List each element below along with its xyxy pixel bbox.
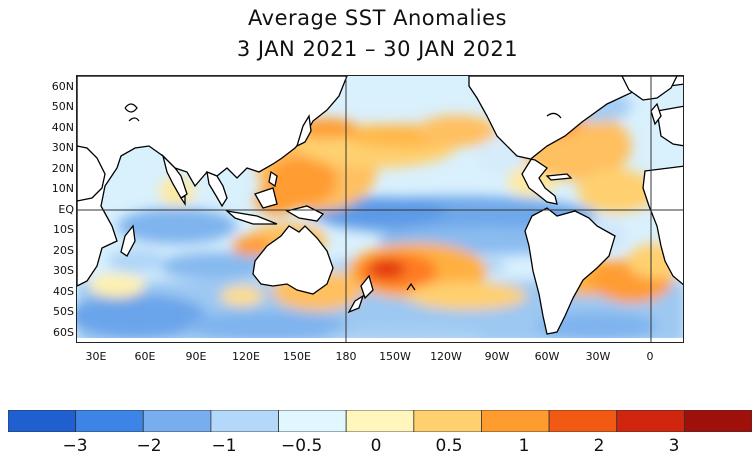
lat-label-40n: 40N: [51, 121, 74, 134]
map-gridlines: [77, 76, 683, 342]
land-masses: [77, 76, 683, 342]
lon-label-60e: 60E: [134, 350, 156, 363]
lat-label-20s: 20S: [53, 244, 74, 257]
colorbar-label-neg0-5: −0.5: [281, 436, 323, 456]
colorbar-legend: [8, 410, 752, 432]
lon-label-150e: 150E: [283, 350, 311, 363]
colorbar-label-2: 2: [593, 436, 605, 456]
colorbar-label-3: 3: [668, 436, 680, 456]
sst-anomaly-field: [77, 76, 683, 342]
sst-anomaly-map: [76, 75, 684, 343]
lat-label-60s: 60S: [53, 326, 74, 339]
lon-label-120e: 120E: [232, 350, 260, 363]
lon-label-30w: 30W: [585, 350, 611, 363]
lon-label-60w: 60W: [534, 350, 560, 363]
colorbar-swatch-1: [75, 410, 144, 432]
lon-label-120w: 120W: [430, 350, 462, 363]
lon-label-150w: 150W: [379, 350, 411, 363]
lon-label-180: 180: [335, 350, 357, 363]
lat-label-30n: 30N: [51, 141, 74, 154]
map-title-line2-date-range: 3 JAN 2021 – 30 JAN 2021: [236, 37, 519, 61]
colorbar-swatch-8: [548, 410, 618, 432]
lat-label-10s: 10S: [53, 223, 74, 236]
lat-label-30s: 30S: [53, 264, 74, 277]
lon-label-90e: 90E: [185, 350, 207, 363]
lat-label-60n: 60N: [51, 80, 74, 93]
colorbar-swatch-3: [210, 410, 279, 432]
lon-label-0: 0: [646, 350, 654, 363]
lon-label-90w: 90W: [484, 350, 510, 363]
coastline-details: [124, 103, 562, 291]
colorbar-swatch-7: [481, 410, 550, 432]
colorbar-swatch-0: [8, 410, 77, 432]
lat-label-50n: 50N: [51, 100, 74, 113]
lat-label-eq: EQ: [58, 203, 74, 216]
colorbar-swatch-9: [616, 410, 685, 432]
lat-label-10n: 10N: [51, 182, 74, 195]
colorbar-label-1: 1: [518, 436, 530, 456]
colorbar-swatch-4: [278, 410, 347, 432]
colorbar-swatch-10: [683, 410, 752, 432]
colorbar-label-0-5: 0.5: [435, 436, 463, 456]
lat-label-40s: 40S: [53, 285, 74, 298]
lat-label-50s: 50S: [53, 305, 74, 318]
colorbar-label-neg2: −2: [136, 436, 162, 456]
colorbar-label-neg1: −1: [211, 436, 237, 456]
lat-label-20n: 20N: [51, 162, 74, 175]
map-title-line1: Average SST Anomalies: [248, 6, 507, 30]
lon-label-30e: 30E: [85, 350, 107, 363]
colorbar-swatch-2: [142, 410, 212, 432]
colorbar-label-neg3: −3: [62, 436, 88, 456]
colorbar-swatch-5: [345, 410, 415, 432]
colorbar-label-0: 0: [370, 436, 382, 456]
colorbar-swatch-6: [413, 410, 482, 432]
